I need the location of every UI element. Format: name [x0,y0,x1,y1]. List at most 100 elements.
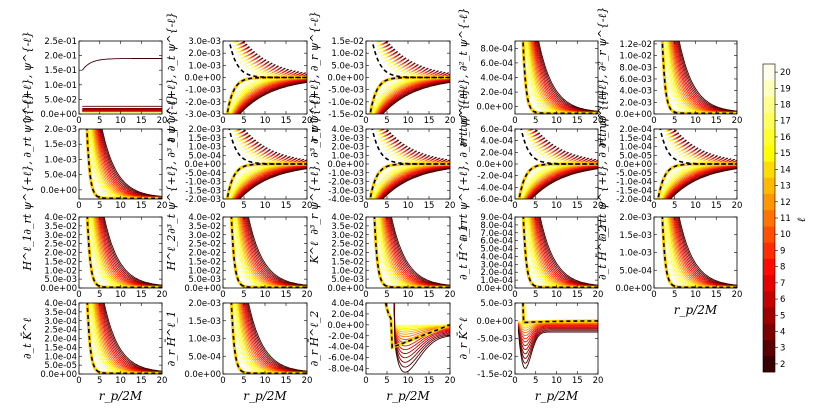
curve-ell-7 [235,166,307,199]
curve-ell-5 [380,166,450,199]
curve-ell-11 [524,164,598,199]
colorbar-segment-10 [763,226,775,243]
curves [368,129,450,199]
curve-ell-9-minus [238,129,307,164]
colorbar-tick-label: 16 [780,133,791,143]
x-tick-label: 0 [220,376,225,386]
colorbar-segment-3 [763,339,775,357]
x-tick-label: 20 [302,376,313,386]
curve-ell-3 [100,129,162,198]
y-tick-label: 0.0e+00 [615,284,652,294]
x-tick-label: 10 [551,290,562,300]
y-tick-label: -3.0e-03 [185,110,221,120]
y-tick-label: 6.0e-03 [619,75,652,85]
panel-dt_Kbar: 0.0e+005.0e-051.0e-041.5e-042.0e-042.5e-… [21,299,167,403]
curve-ell-12 [669,217,737,287]
curve-ell-19 [87,129,162,199]
curve-ell-4-minus [385,41,450,75]
y-tick-label: -6.0e-04 [477,195,513,205]
curve-ell-6 [675,217,737,287]
curve-ell-6 [244,303,307,373]
x-tick-label: 20 [445,290,456,300]
colorbar-tick-label: 18 [780,101,791,111]
curve-ell-3 [537,41,598,112]
y-tick-label: 2.0e-02 [331,249,364,259]
y-axis-label: ∂_r ψ^{+ℓ}, ∂_r ψ^{-ℓ} [308,11,321,144]
y-tick-label: 1.5e-02 [188,257,221,267]
curve-ell-13-minus [235,41,307,78]
x-tick-label: 5 [97,201,102,211]
colorbar-tick-label: 14 [780,165,791,175]
y-axis-label: ∂_rtt ψ^{+ℓ}, ∂_rtt ψ^{-ℓ} [596,89,609,239]
y-tick-label: 4.0e-04 [480,252,513,262]
curves [85,129,162,199]
curve-ell-20 [86,129,162,199]
curve-ell-2 [239,81,307,114]
curve-ell-4 [389,217,450,287]
curve-ell-10 [233,164,307,199]
y-tick-label: -2.0e-04 [616,195,652,205]
curve-ell-18-minus [375,41,450,78]
curve-ell-10-minus [380,41,450,77]
y-tick-label: 0.0e+00 [327,321,364,331]
y-tick-label: 2.5e-02 [331,240,364,250]
curve-ell-13-minus [666,129,737,164]
y-tick-label: -1.0e-03 [185,86,221,96]
y-tick-label: -1.0e-04 [616,178,652,188]
y-tick-label: -5.0e-04 [185,169,221,179]
curve-ell-5 [237,166,307,199]
sum-curve-highlight [85,303,162,374]
x-tick-label: 20 [593,116,604,126]
curve-ell-6 [393,303,450,354]
curve-ell-11-minus [529,129,598,164]
curve-ell-2 [669,168,737,199]
curve-ell-3 [390,217,450,286]
y-tick-label: 0.0e+00 [476,103,513,113]
colorbar-tick-label: 3 [780,344,785,354]
y-tick-label: -2.0e-04 [477,172,513,182]
curve-ell-13 [237,303,307,374]
y-tick-label: 4.0e-04 [480,137,513,147]
curve-ell-4-minus [242,41,307,75]
curve-ell-7 [235,79,307,114]
y-tick-label: 3.0e-02 [44,231,77,241]
y-tick-label: 3.5e-04 [44,308,77,318]
y-axis-label: H^ℓ_1 [21,235,34,272]
curve-ell-9 [234,78,307,114]
y-tick-label: 1.0e-03 [188,61,221,71]
y-tick-label: 1.0e-03 [188,335,221,345]
curve-ell-2-minus [674,129,737,161]
curve-ell-6 [100,217,162,287]
colorbar: 2 3 4 5 6 7 8 9 10 11 12 13 14 15 16 17 18 19 20 ℓ [762,63,808,373]
x-tick-label: 5 [672,201,677,211]
y-tick-label: 4.0e-02 [331,213,364,223]
y-tick-label: -6.0e-04 [328,354,364,364]
x-tick-label: 10 [690,116,701,126]
panel-drr_psi: 0.0e+00 2.0e-034.0e-03 6.0e-03 8.0e-031.0e-… [596,7,742,148]
y-tick-label: 2.0e-03 [44,125,77,135]
colorbar-segment-16 [763,128,775,146]
y-tick-label: 5.0e-03 [44,275,77,285]
y-tick-label: 2.0e-04 [480,148,513,158]
y-tick-label: 2.0e-04 [44,335,77,345]
x-tick-label: 0 [363,116,368,126]
y-tick-label: -2.0e-03 [185,98,221,108]
curve-ell-10 [376,78,450,114]
x-tick-label: 15 [711,290,722,300]
y-tick-label: 2.0e-02 [188,249,221,259]
y-tick-label: 1.5e-02 [331,37,364,47]
curve-ell-5 [517,326,598,355]
y-tick-label: 3.0e-02 [331,231,364,241]
colorbar-tick-label: 8 [780,263,785,273]
curve-ell-11 [663,164,737,199]
x-tick-label: 20 [593,201,604,211]
y-tick-label: -8.0e-04 [328,365,364,375]
curves [85,303,162,374]
x-tick-label: 15 [281,376,292,386]
sum-curve-minus [520,129,598,165]
curve-ell-4 [246,303,307,373]
sum-curve-minus [228,129,307,165]
y-tick-label: 0.0e+00 [184,370,221,380]
x-tick-label: 15 [281,201,292,211]
curve-ell-4 [676,41,737,113]
